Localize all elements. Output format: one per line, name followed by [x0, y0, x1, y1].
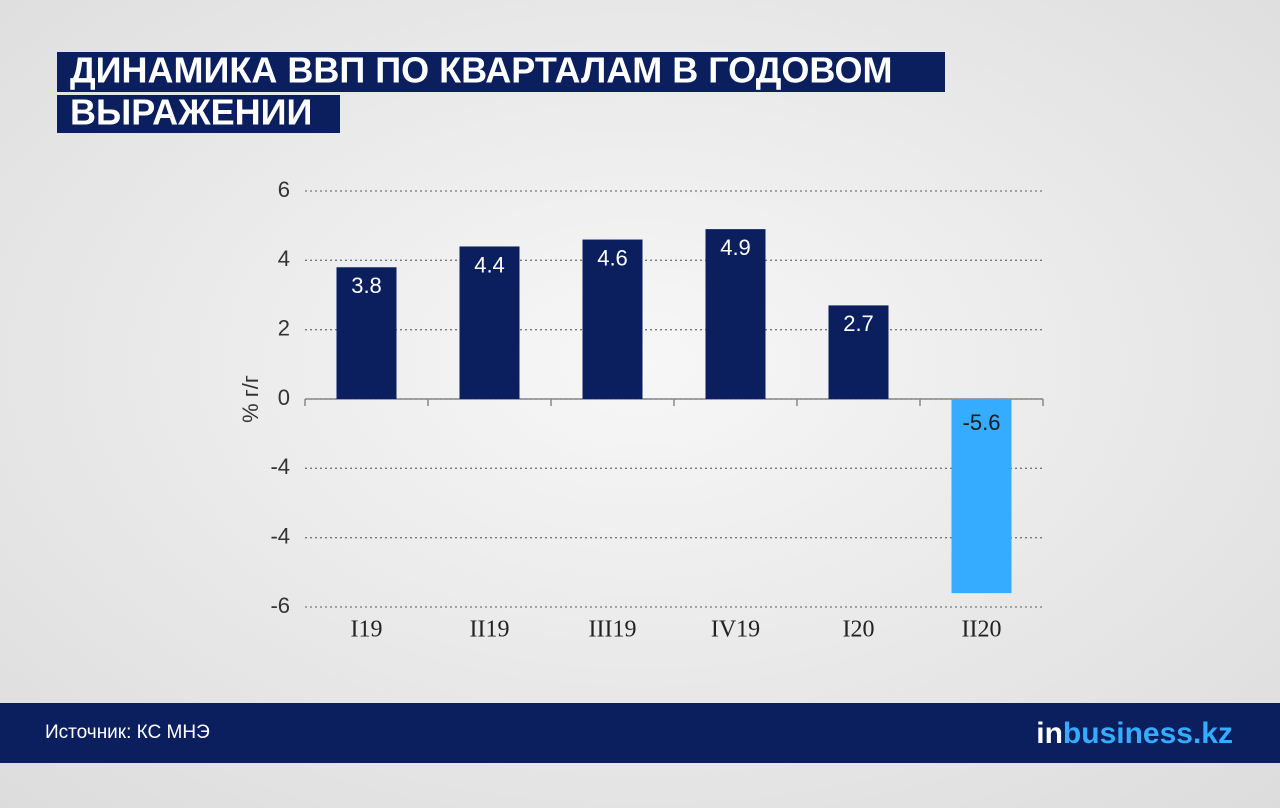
bar: [336, 267, 397, 399]
bar: [705, 229, 766, 399]
y-tick-label: 4: [278, 246, 290, 271]
value-label: 2.7: [843, 311, 874, 336]
value-label: -5.6: [963, 410, 1001, 435]
value-label: 4.6: [597, 245, 628, 270]
y-tick-label: -6: [270, 593, 290, 618]
y-tick-label: -4: [270, 523, 290, 548]
x-tick-label: I20: [843, 617, 875, 643]
y-tick-label: 6: [278, 177, 290, 202]
value-label: 4.9: [720, 235, 751, 260]
x-tick-label: II20: [962, 617, 1002, 643]
title-box: [57, 95, 340, 133]
bar: [951, 399, 1012, 594]
y-tick-label: 2: [278, 315, 290, 340]
logo-part: business.kz: [1063, 717, 1233, 750]
x-tick-label: I19: [351, 617, 383, 643]
y-axis-label: % г/г: [238, 375, 263, 423]
y-tick-label: -4: [270, 454, 290, 479]
x-tick-label: IV19: [711, 617, 760, 643]
bar: [582, 239, 643, 399]
logo: inbusiness.kz: [1036, 717, 1233, 750]
bar: [828, 305, 889, 399]
x-tick-label: III19: [589, 617, 637, 643]
y-tick-label: 0: [278, 385, 290, 410]
footer: [0, 703, 1280, 763]
logo-part: in: [1036, 717, 1063, 750]
value-label: 3.8: [351, 273, 382, 298]
bar: [459, 246, 520, 399]
x-tick-label: II19: [470, 617, 510, 643]
value-label: 4.4: [474, 252, 505, 277]
title-box: [57, 52, 945, 92]
chart-title: ДИНАМИКА ВВП ПО КВАРТАЛАМ В ГОДОВОМ: [70, 50, 892, 91]
source: Источник: КС МНЭ: [45, 722, 210, 743]
chart-title: ВЫРАЖЕНИИ: [70, 92, 312, 133]
